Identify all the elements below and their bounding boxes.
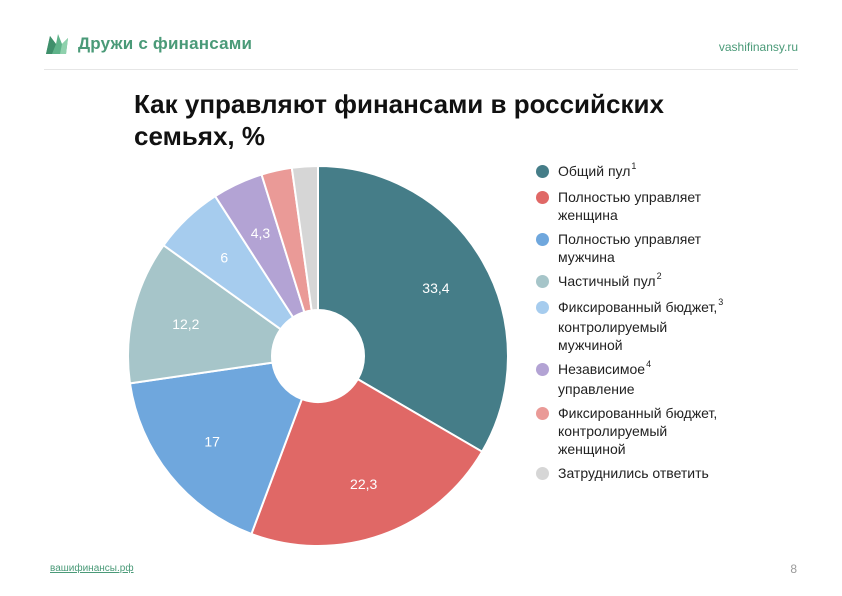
donut-chart: 33,4 22,3 17 12,2 6 4,3 xyxy=(127,164,509,547)
legend-label: Частичный пул xyxy=(558,273,656,289)
footnote-marker: 1 xyxy=(631,161,637,171)
legend-item: Полностью управляет женщина xyxy=(536,188,796,224)
legend-label: Общий пул xyxy=(558,163,631,179)
legend-item: Затруднились ответить xyxy=(536,464,796,482)
site-url[interactable]: vashifinansy.ru xyxy=(718,40,798,54)
legend-swatch xyxy=(536,467,549,480)
legend-swatch xyxy=(536,407,549,420)
legend-swatch xyxy=(536,301,549,314)
legend-swatch xyxy=(536,275,549,288)
legend-item: Фиксированный бюджет,3 контролируемый муж… xyxy=(536,297,796,354)
chart-labels: 33,4 22,3 17 12,2 6 4,3 xyxy=(172,225,450,492)
pie-slice xyxy=(317,164,509,454)
legend-swatch xyxy=(536,363,549,376)
slice-value-label: 12,2 xyxy=(172,316,199,332)
page-number: 8 xyxy=(790,562,797,576)
legend-label: Полностью управляет мужчина xyxy=(558,231,702,265)
chart-legend: Общий пул1 Полностью управляет женщина Пол… xyxy=(536,161,796,488)
footnote-marker: 4 xyxy=(646,359,652,369)
legend-item: Общий пул1 xyxy=(536,161,796,182)
pie-slice xyxy=(250,377,484,547)
legend-swatch xyxy=(536,165,549,178)
slice-value-label: 33,4 xyxy=(422,280,449,296)
footnote-marker: 3 xyxy=(718,297,724,307)
legend-swatch xyxy=(536,191,549,204)
chart-slices xyxy=(127,164,509,547)
slice-value-label: 4,3 xyxy=(251,225,271,241)
legend-label: Фиксированный бюджет, контролируемый жен… xyxy=(558,405,718,457)
piggy-bank-icon xyxy=(46,34,68,54)
footnote-marker: 2 xyxy=(656,271,662,281)
brand-name: Дружи с финансами xyxy=(78,34,253,53)
slide-title: Как управляют финансами в российских сем… xyxy=(134,89,664,151)
slice-value-label: 6 xyxy=(220,249,228,265)
pie-slice xyxy=(127,243,283,385)
header: Дружи с финансами vashifinansy.ru xyxy=(0,0,842,70)
header-divider xyxy=(44,69,798,70)
slice-value-label: 22,3 xyxy=(350,476,377,492)
legend-item: Независимое4 управление xyxy=(536,359,796,398)
legend-label-continued: контролируемый мужчиной xyxy=(558,319,668,353)
brand-logo[interactable]: Дружи с финансами xyxy=(44,32,252,56)
legend-swatch xyxy=(536,233,549,246)
pie-slice xyxy=(128,361,304,536)
pie-slice xyxy=(290,164,319,312)
slice-value-label: 17 xyxy=(204,433,220,449)
legend-label: Независимое xyxy=(558,361,646,377)
legend-label: Фиксированный бюджет, xyxy=(558,299,718,315)
legend-item: Частичный пул2 xyxy=(536,271,796,292)
footer-link[interactable]: вашифинансы.рф xyxy=(50,563,134,574)
legend-item: Полностью управляет мужчина xyxy=(536,230,796,266)
legend-item: Фиксированный бюджет, контролируемый жен… xyxy=(536,404,796,458)
legend-label-continued: управление xyxy=(558,381,635,397)
legend-label: Полностью управляет женщина xyxy=(558,189,702,223)
legend-label: Затруднились ответить xyxy=(558,465,709,481)
